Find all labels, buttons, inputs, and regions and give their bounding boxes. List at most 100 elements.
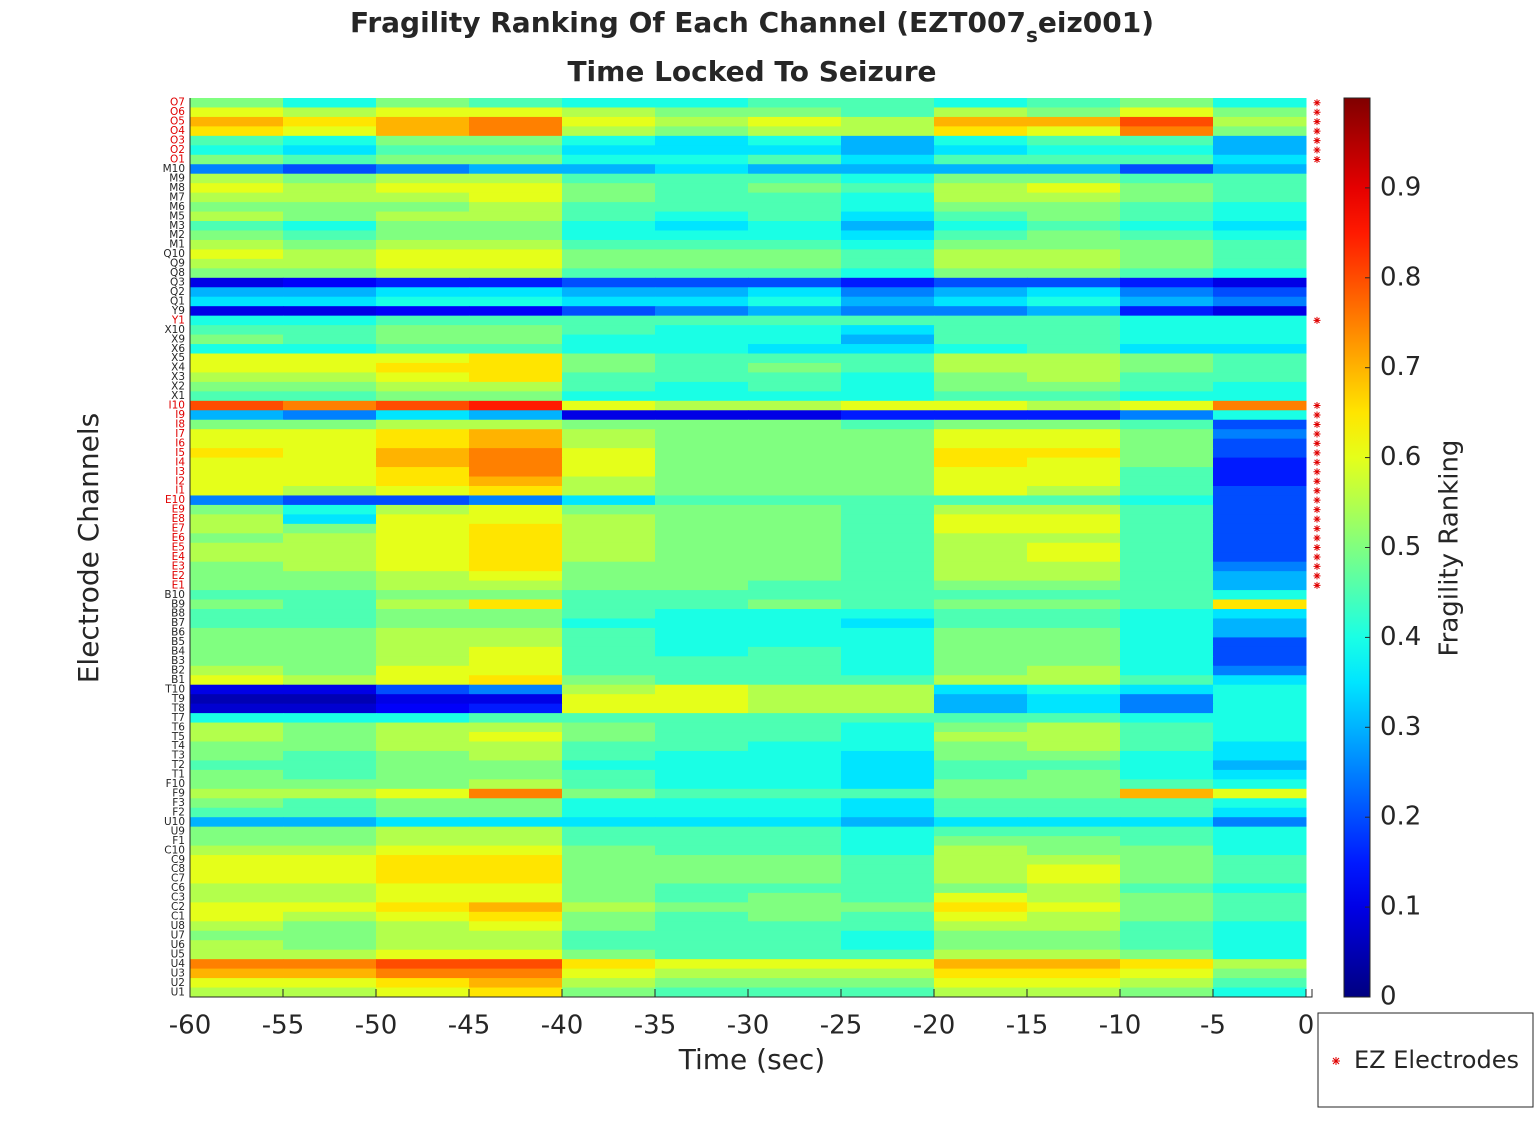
heatmap-cell (1120, 684, 1214, 695)
heatmap-cell (190, 145, 284, 156)
heatmap-cell (841, 287, 935, 298)
heatmap-cell (376, 930, 470, 941)
heatmap-cell (469, 504, 563, 515)
heatmap-cell (841, 769, 935, 780)
heatmap-cell (655, 883, 749, 894)
heatmap-cell (934, 249, 1028, 260)
heatmap-cell (190, 845, 284, 856)
heatmap-cell (376, 552, 470, 563)
heatmap-cell (934, 372, 1028, 383)
heatmap-cell (1120, 627, 1214, 638)
heatmap-cell (1120, 410, 1214, 421)
heatmap-cell (1120, 504, 1214, 515)
heatmap-cell (1027, 476, 1121, 487)
heatmap-cell (655, 381, 749, 392)
chart-subtitle: Time Locked To Seizure (567, 55, 936, 88)
heatmap-cell (1213, 836, 1307, 847)
heatmap-cell (655, 485, 749, 496)
heatmap-cell (376, 769, 470, 780)
heatmap-cell (655, 590, 749, 601)
heatmap-cell (655, 940, 749, 951)
heatmap-cell (562, 949, 656, 960)
heatmap-cell (1027, 609, 1121, 619)
heatmap-cell (1027, 968, 1121, 979)
heatmap-cell (1027, 845, 1121, 856)
heatmap-cell (469, 760, 563, 771)
ez-marker (1313, 496, 1321, 504)
heatmap-cell (469, 599, 563, 610)
ez-marker (1313, 127, 1321, 135)
heatmap-cell (190, 353, 284, 364)
heatmap-cell (376, 590, 470, 601)
heatmap-cell (1213, 126, 1307, 137)
heatmap-cell (934, 202, 1028, 213)
heatmap-cell (376, 873, 470, 884)
heatmap-cell (841, 296, 935, 307)
heatmap-cell (376, 665, 470, 676)
title-subscript: s (1026, 23, 1038, 47)
heatmap-cell (283, 334, 377, 345)
heatmap-cell (376, 116, 470, 127)
heatmap-cell (283, 599, 377, 610)
channel-label: C7 (171, 873, 185, 885)
heatmap-cell (934, 287, 1028, 298)
heatmap-cell (748, 211, 842, 222)
heatmap-cell (748, 978, 842, 989)
heatmap-cell (283, 325, 377, 336)
heatmap-cell (469, 703, 563, 714)
heatmap-cell (376, 98, 470, 108)
heatmap-cell (1120, 107, 1214, 118)
heatmap-cell (1027, 949, 1121, 960)
heatmap-cell (562, 599, 656, 610)
heatmap-cell (562, 675, 656, 686)
channel-label: B3 (171, 655, 185, 667)
colorbar-tick-label: 0.3 (1380, 712, 1421, 742)
heatmap-cell (1213, 448, 1307, 459)
heatmap-cell (469, 609, 563, 619)
heatmap-cell (283, 467, 377, 478)
heatmap-cell (562, 192, 656, 203)
heatmap-cell (748, 750, 842, 761)
heatmap-cell (748, 940, 842, 951)
heatmap-cell (841, 164, 935, 175)
channel-label: E4 (172, 551, 186, 563)
heatmap-cell (190, 504, 284, 515)
heatmap-cell (376, 750, 470, 761)
heatmap-cell (562, 533, 656, 544)
heatmap-cell (748, 873, 842, 884)
heatmap-cell (283, 400, 377, 411)
heatmap-cell (1027, 798, 1121, 809)
heatmap-cell (283, 381, 377, 392)
channel-label: B9 (171, 598, 185, 610)
heatmap-cell (1027, 249, 1121, 260)
heatmap-cell (562, 817, 656, 828)
heatmap-cell (562, 258, 656, 269)
heatmap-cell (841, 873, 935, 884)
heatmap-cell (562, 627, 656, 638)
heatmap-cell (841, 788, 935, 799)
heatmap-cell (1213, 627, 1307, 638)
ez-marker (1313, 430, 1321, 438)
heatmap-cell (376, 183, 470, 194)
heatmap-cell (283, 476, 377, 487)
heatmap-cell (1027, 599, 1121, 610)
heatmap-cell (1120, 646, 1214, 657)
heatmap-cell (376, 892, 470, 903)
heatmap-cell (748, 485, 842, 496)
heatmap-cell (1120, 855, 1214, 866)
heatmap-cell (376, 732, 470, 742)
heatmap-cell (1213, 911, 1307, 922)
heatmap-cell (748, 107, 842, 118)
heatmap-cell (1213, 344, 1307, 355)
heatmap-cell (1120, 798, 1214, 809)
heatmap-cell (655, 779, 749, 790)
heatmap-cell (1213, 410, 1307, 421)
heatmap-cell (469, 476, 563, 487)
heatmap-cell (190, 315, 284, 326)
heatmap-cell (934, 485, 1028, 496)
heatmap-cell (1213, 268, 1307, 279)
ez-marker (1313, 146, 1321, 154)
heatmap-cell (841, 183, 935, 194)
heatmap-cell (748, 381, 842, 392)
heatmap-cell (655, 202, 749, 213)
